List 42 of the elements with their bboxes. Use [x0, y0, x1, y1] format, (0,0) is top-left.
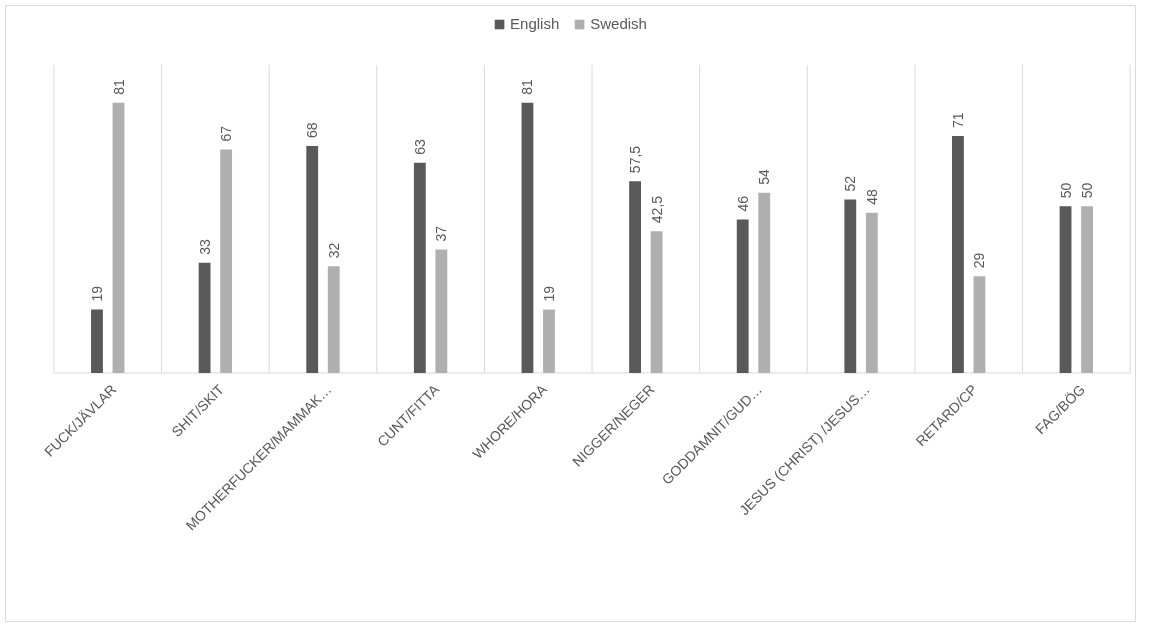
data-label: 19: [88, 285, 105, 302]
data-label: 37: [433, 225, 450, 242]
bar: [435, 249, 448, 373]
data-label: 67: [218, 125, 235, 142]
legend-label: Swedish: [590, 15, 647, 32]
bar: [758, 192, 771, 373]
bar: [736, 219, 749, 373]
bar: [306, 146, 319, 373]
legend-label: English: [510, 15, 560, 32]
data-label: 57,5: [627, 145, 644, 174]
data-label: 50: [1057, 182, 1074, 199]
bar: [865, 212, 878, 373]
bar: [220, 149, 233, 373]
bar: [543, 309, 555, 373]
data-label: 33: [196, 239, 213, 255]
bar: [629, 181, 641, 373]
data-label: 19: [540, 285, 557, 302]
data-label: 71: [949, 112, 966, 129]
bar: [91, 309, 103, 373]
bar: [844, 199, 857, 373]
data-label: 68: [304, 122, 321, 139]
data-label: 46: [734, 195, 751, 212]
bar: [973, 276, 986, 373]
data-label: 52: [842, 175, 859, 192]
data-label: 42,5: [648, 195, 665, 224]
data-label: 54: [756, 169, 773, 185]
data-label: 48: [863, 189, 880, 205]
bar: [521, 102, 534, 373]
data-label: 50: [1079, 182, 1096, 199]
data-label: 32: [325, 242, 342, 259]
data-label: 81: [519, 78, 536, 95]
bar: [112, 102, 125, 373]
data-label: 63: [411, 139, 428, 155]
bar: [198, 262, 211, 373]
data-label: 81: [110, 78, 127, 95]
bar: [327, 266, 340, 373]
bar: [650, 231, 663, 373]
bar: [1081, 206, 1093, 373]
bar: [952, 136, 964, 373]
data-label: 29: [971, 252, 988, 269]
bar: [413, 162, 426, 373]
bar: [1059, 206, 1072, 373]
